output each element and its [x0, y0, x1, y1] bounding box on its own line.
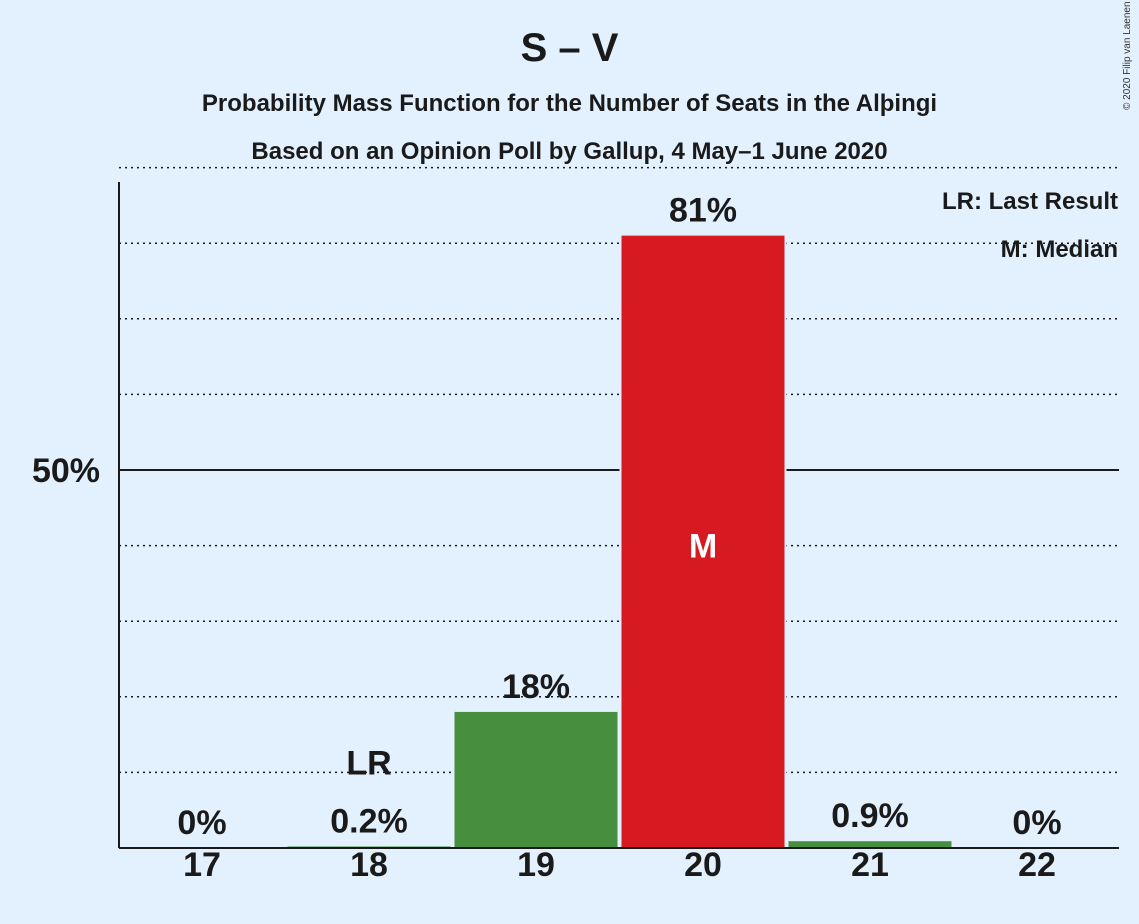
bar-value-label: 81%	[669, 192, 737, 230]
grid-lines	[119, 166, 1119, 774]
legend-median: M: Median	[1001, 236, 1118, 263]
bar-value-label: 0.2%	[330, 802, 408, 840]
bar-value-label: 0%	[1012, 804, 1061, 842]
chart-title: S – V	[520, 26, 619, 70]
median-marker: M	[689, 528, 717, 566]
bar-19	[454, 711, 618, 848]
x-tick-label: 19	[517, 846, 555, 884]
x-tick-label: 22	[1018, 846, 1056, 884]
bar-value-label: 0.9%	[831, 797, 909, 835]
bar-21	[788, 841, 952, 848]
chart-subtitle: Probability Mass Function for the Number…	[201, 90, 938, 117]
bar-value-label: 18%	[502, 668, 570, 706]
y-tick-label: 50%	[32, 452, 100, 490]
last-result-marker: LR	[346, 744, 391, 782]
axes	[118, 182, 1119, 849]
legend-last-result: LR: Last Result	[942, 188, 1118, 215]
x-tick-label: 20	[684, 846, 722, 884]
labels: 50% 0% 17 0.2% 18 LR 18% 19 81% 20 M 0.9% 21 0% 22	[32, 192, 1062, 884]
chart-subtitle-source: Based on an Opinion Poll by Gallup, 4 Ma…	[251, 138, 888, 165]
x-tick-label: 21	[851, 846, 889, 884]
bars	[285, 233, 954, 848]
bar-20	[621, 235, 785, 848]
x-tick-label: 18	[350, 846, 388, 884]
x-tick-label: 17	[183, 846, 221, 884]
bar-value-label: 0%	[177, 804, 226, 842]
bar-gap	[285, 844, 453, 848]
